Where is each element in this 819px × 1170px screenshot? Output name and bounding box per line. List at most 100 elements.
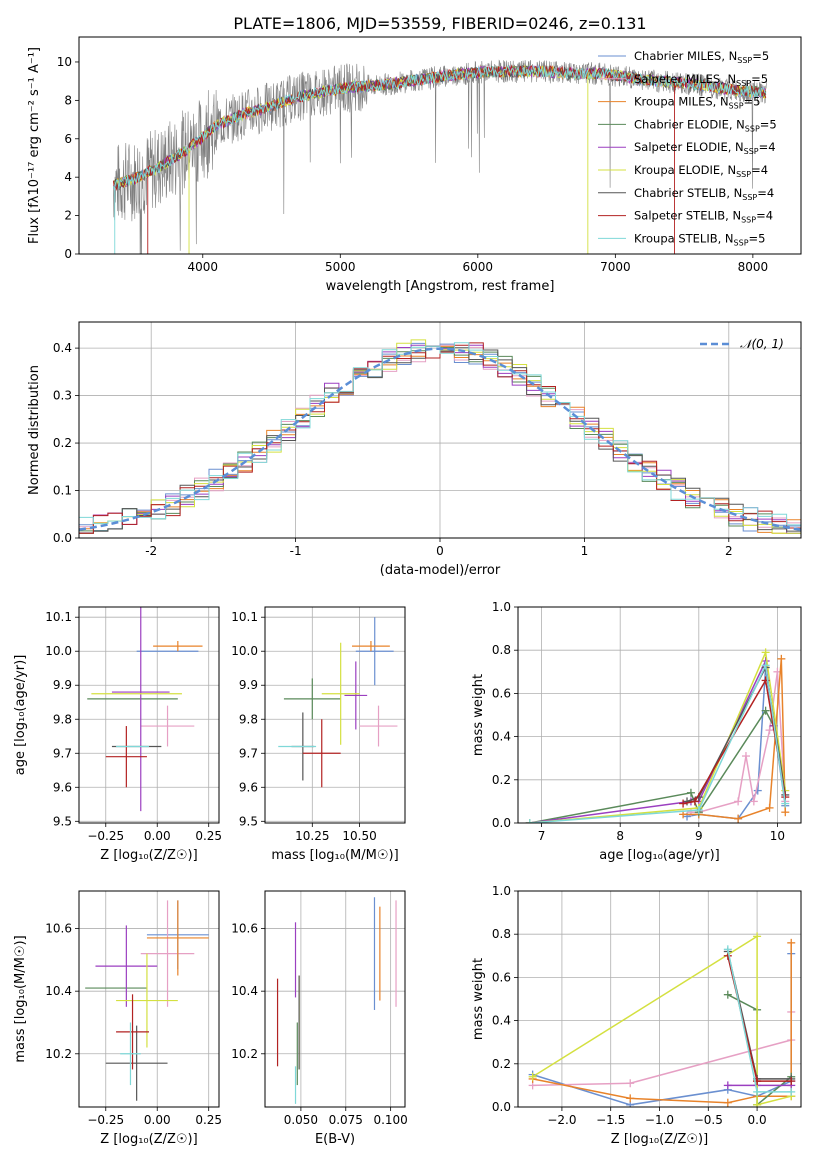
errorbar-kroupa_miles [153,641,203,652]
y-axis-label: mass [log₁₀(M/M☉)] [13,935,28,1062]
y-tick-label: 6 [64,132,72,146]
axes-frame [264,890,406,1108]
x-tick-label: 0.00 [144,1113,171,1127]
x-tick-label: 0.075 [329,1113,363,1127]
x-axis-label: (data-model)/error [380,563,501,578]
y-axis-label: mass weight [471,674,486,756]
y-tick-label: 9.5 [53,814,72,828]
weight-marker-salpeter_elodie [723,1081,732,1090]
y-tick-label: 10.6 [45,922,72,936]
x-tick-label: −0.25 [87,829,124,843]
y-tick-label: 9.9 [239,678,258,692]
x-axis-label: age [log₁₀(age/yr)] [599,848,720,863]
legend-label-salpeter_stelib: Salpeter STELIB, NSSP=4 [634,209,773,225]
weight-line-salpeter_miles [690,671,787,813]
x-axis-label: Z [log₁₀(Z/Z☉)] [100,1132,197,1147]
axes-frame [78,36,802,255]
x-tick-label: −0.5 [694,1113,723,1127]
x-tick-label: 0.100 [373,1113,407,1127]
x-tick-label: 2 [725,544,733,558]
y-tick-label: 10.2 [231,1047,258,1061]
weight-marker-salpeter_stelib [690,797,699,806]
legend-label-salpeter_elodie: Salpeter ELODIE, NSSP=4 [634,140,776,156]
weight-marker-kroupa_elodie [753,1100,762,1107]
weight-marker-kroupa_miles [734,814,743,823]
y-tick-label: 0.1 [53,484,72,498]
mass_age-plot-area [278,617,398,788]
y-tick-label: 0 [64,247,72,261]
x-tick-label: 7000 [600,260,631,274]
axes-frame [517,606,802,824]
x-axis-label: wavelength [Angstrom, rest frame] [326,279,555,294]
y-tick-label: 9.7 [239,746,258,760]
x-tick-label: −0.25 [87,1113,124,1127]
y-tick-label: 10 [57,55,72,69]
errorbar-salpeter_miles [359,705,398,747]
x-tick-label: 9 [695,829,703,843]
errorbar-salpeter_stelib [302,719,341,788]
y-tick-label: 9.9 [53,678,72,692]
age_weight-plot-area [525,648,790,823]
x-tick-label: 7 [538,829,546,843]
errorbar-chabrier_stelib [105,1025,168,1101]
weight-line-kroupa_elodie [532,935,792,1106]
y-tick-label: 9.6 [53,780,72,794]
x-tick-label: 8000 [738,260,769,274]
figure-title: PLATE=1806, MJD=53559, FIBERID=0246, z=0… [233,14,646,33]
y-tick-label: 0.6 [492,970,511,984]
panel-z_mass: −0.25 0.00 0.25 10.2 10.4 10.6 Z [log₁₀(Z/Z☉)]… [13,890,222,1147]
y-tick-label: 0.0 [492,1100,511,1114]
weight-marker-kroupa_miles [626,1094,635,1103]
x-tick-label: 0.0 [748,1113,767,1127]
y-tick-label: 9.8 [53,712,72,726]
y-tick-label: 1.0 [492,884,511,898]
errorbar-chabrier_miles [355,617,394,686]
x-tick-label: 0.00 [144,829,171,843]
weight-marker-salpeter_stelib [787,1077,796,1086]
panel-age_weight: 7 8 9 10 0.0 0.2 0.4 0.6 0.8 1.0 age [log₁₀(age/yr… [471,600,802,863]
errorbar-kroupa_elodie [321,642,360,745]
x-axis-label: Z [log₁₀(Z/Z☉)] [611,1132,708,1147]
weight-marker-kroupa_stelib [694,806,703,815]
x-tick-label: 1 [581,544,589,558]
y-tick-label: 9.6 [239,780,258,794]
spectrum-plot-area [112,59,767,254]
x-tick-label: −1.0 [645,1113,674,1127]
normal-distribution-curve [79,347,801,531]
weight-marker-salpeter_miles [765,726,774,735]
y-tick-label: 9.7 [53,746,72,760]
x-axis-label: mass [log₁₀(M/M☉)] [271,848,398,863]
weight-marker-salpeter_miles [741,752,750,761]
x-tick-label: −2.0 [547,1113,576,1127]
panel-residuals: -2 -1 0 1 2 0.0 0.1 0.2 0.3 0.4 (data-model)/error… [27,321,802,578]
weight-marker-kroupa_miles [723,1098,732,1107]
weight-marker-chabrier_elodie [686,788,695,797]
x-tick-label: 5000 [325,260,356,274]
panel-ebv_mass: 0.050 0.075 0.100 10.2 10.4 10.6 E(B-V) [231,890,408,1147]
x-tick-label: 0.050 [284,1113,318,1127]
errorbar-salpeter_elodie [111,607,170,812]
errorbar-salpeter_miles [140,705,195,747]
weight-line-kroupa_miles [532,942,792,1104]
panel-mass_age: 10.25 10.50 9.5 9.6 9.7 9.8 9.9 10.0 10.1 mass [l… [231,606,406,863]
x-tick-label: -1 [290,544,302,558]
axes-frame [78,890,220,1108]
axes-frame [78,606,220,824]
errorbar-kroupa_stelib [120,1022,141,1086]
y-tick-label: 10.1 [231,610,258,624]
y-tick-label: 9.8 [239,712,258,726]
weight-marker-kroupa_miles [777,654,786,663]
z_mass-plot-area [85,900,209,1101]
weight-marker-kroupa_stelib [723,945,732,954]
weight-marker-salpeter_miles [749,797,758,806]
y-tick-label: 4 [64,170,72,184]
weight-marker-kroupa_stelib [787,1087,796,1096]
y-tick-label: 0.3 [53,389,72,403]
y-tick-label: 0.8 [492,927,511,941]
errorbar-kroupa_miles [352,641,390,652]
x-axis-label: E(B-V) [315,1132,355,1147]
panel-spectrum: 4000 5000 6000 7000 8000 0 2 4 6 8 10 wavelength [A… [27,36,802,294]
z_weight-plot-area [528,932,796,1107]
residual-histogram-salpeter_stelib [79,342,801,534]
